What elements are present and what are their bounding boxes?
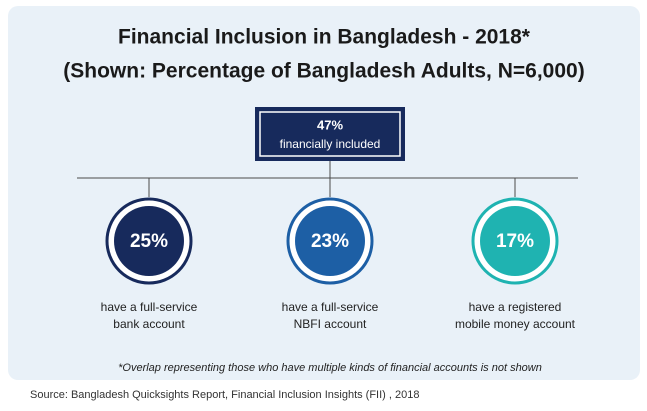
node-circle — [295, 206, 365, 276]
node-label: NBFI account — [294, 317, 367, 331]
root-label: financially included — [280, 137, 381, 151]
node-label: have a registered — [469, 300, 562, 314]
node-label: mobile money account — [455, 317, 576, 331]
node-value: 25% — [130, 231, 168, 252]
nodes: 25% have a full-service bank account 23% hav… — [101, 178, 576, 331]
subtitle: (Shown: Percentage of Bangladesh Adults,… — [63, 60, 584, 83]
node-value: 23% — [311, 231, 349, 252]
node-value: 17% — [496, 231, 534, 252]
source: Source: Bangladesh Quicksights Report, F… — [30, 389, 419, 401]
root-box — [255, 107, 405, 161]
footnote: *Overlap representing those who have mul… — [118, 362, 542, 374]
title: Financial Inclusion in Bangladesh - 2018… — [118, 26, 531, 49]
panel — [8, 6, 640, 380]
node-circle — [114, 206, 184, 276]
node-label: have a full-service — [282, 300, 379, 314]
root-value: 47% — [317, 117, 343, 132]
root-box-border — [259, 111, 401, 157]
node-label: have a full-service — [101, 300, 198, 314]
node-label: bank account — [113, 317, 185, 331]
node-circle — [480, 206, 550, 276]
